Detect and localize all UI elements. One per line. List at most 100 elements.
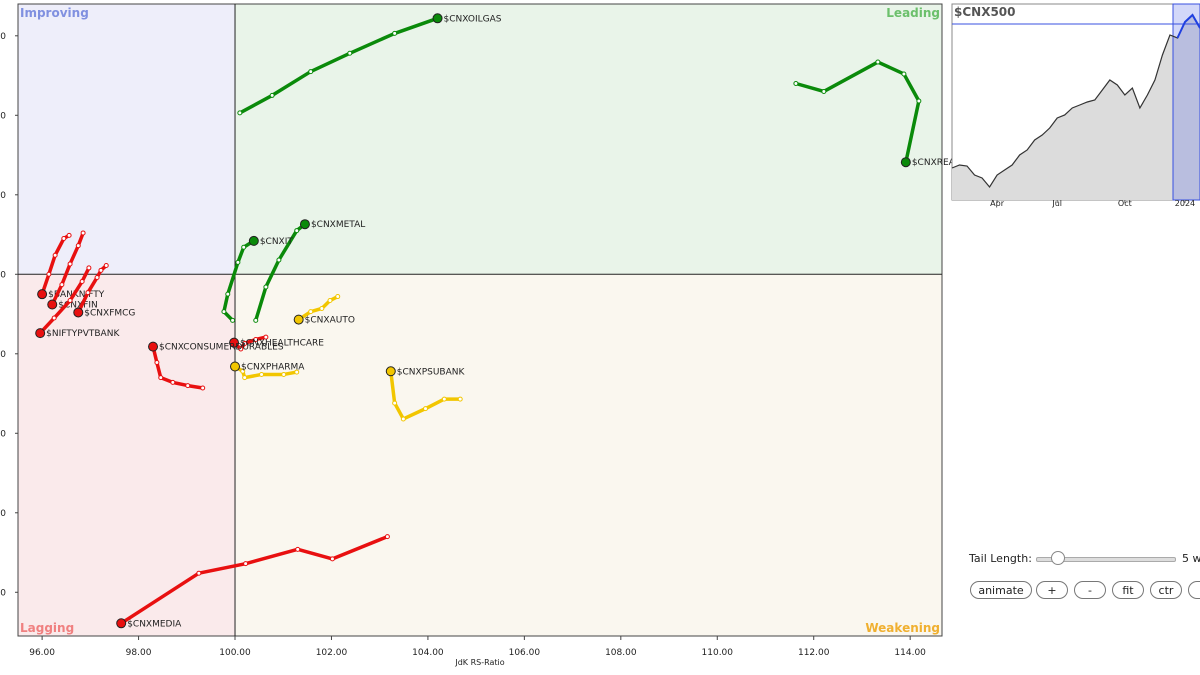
- tail-point: [52, 252, 58, 258]
- head-point: [230, 361, 241, 372]
- tail-point: [821, 88, 827, 94]
- tail-point: [901, 71, 907, 77]
- control-button[interactable]: -: [1074, 581, 1106, 599]
- tail-point: [86, 265, 92, 271]
- tail-point: [347, 50, 353, 56]
- tail-point: [46, 271, 52, 277]
- series-label: $CNXHEALTHCARE: [240, 339, 324, 349]
- mini-title: $CNX500: [954, 5, 1016, 19]
- slider-handle[interactable]: [1051, 551, 1065, 565]
- tail-line: [794, 60, 921, 164]
- series-label: $CNXREALTY: [912, 158, 970, 168]
- highlight-band: [1172, 3, 1200, 201]
- tail-point: [384, 534, 390, 540]
- tail-point: [263, 334, 269, 340]
- tail-point: [154, 360, 160, 366]
- series-label: $CNXOILGAS: [444, 14, 502, 24]
- tail-point: [66, 232, 72, 238]
- quadrant-label: Weakening: [865, 621, 940, 635]
- tail-point: [237, 110, 243, 116]
- tail-length-label: Tail Length:: [969, 552, 1032, 565]
- quadrant-label: Improving: [20, 6, 89, 20]
- head-point: [432, 13, 443, 24]
- series-label: $CNXAUTO: [305, 316, 355, 326]
- tail-point: [441, 396, 447, 402]
- control-button[interactable]: fit: [1112, 581, 1144, 599]
- series-label: $NIFTYPVTBANK: [46, 329, 120, 339]
- tail-point: [85, 290, 91, 296]
- series-label: $CNXCONSUMERDURABLES: [159, 343, 284, 353]
- y-tick-label: 100.00: [0, 270, 6, 280]
- head-point: [248, 235, 259, 246]
- tail-line: [119, 534, 390, 626]
- tail-point: [170, 379, 176, 385]
- tail-point: [185, 383, 191, 389]
- series-label: $CNXMETAL: [311, 220, 365, 230]
- head-point: [385, 366, 396, 377]
- x-tick-label: 106.00: [509, 648, 541, 658]
- tail-point: [243, 561, 249, 567]
- tail-point: [80, 230, 86, 236]
- control-button[interactable]: ctr: [1150, 581, 1182, 599]
- tail-point: [94, 274, 100, 280]
- series-label: $CNXFIN: [58, 300, 97, 310]
- x-axis-label: JdK RS-Ratio: [454, 658, 504, 667]
- tail-line: [238, 16, 440, 115]
- x-tick-label: 110.00: [702, 648, 734, 658]
- y-tick-label: 103.00: [0, 32, 6, 42]
- quadrant-weakening: [235, 274, 942, 636]
- tail-point: [230, 317, 236, 323]
- tail-point: [875, 59, 881, 65]
- y-tick-label: 99.00: [0, 350, 6, 360]
- tail-point: [327, 298, 333, 304]
- tail-point: [79, 278, 85, 284]
- head-point: [35, 328, 46, 339]
- tail-point: [916, 98, 922, 104]
- tail-point: [329, 556, 335, 562]
- control-button[interactable]: n: [1188, 581, 1200, 599]
- series-label: $CNXMEDIA: [127, 619, 182, 629]
- tail-point: [235, 259, 241, 265]
- mini-x-tick-label: 2024: [1175, 199, 1195, 208]
- tail-point: [98, 267, 104, 273]
- tail-point: [294, 228, 300, 234]
- y-tick-label: 98.00: [0, 429, 6, 439]
- mini-line: [951, 14, 1200, 188]
- tail-point: [59, 282, 65, 288]
- series-label: $CNXFMCG: [84, 308, 135, 318]
- head-point: [47, 299, 58, 310]
- tail-point: [242, 340, 248, 346]
- x-tick-label: 114.00: [894, 648, 926, 658]
- tail-point: [225, 291, 231, 297]
- head-point: [73, 307, 84, 318]
- control-button[interactable]: +: [1036, 581, 1068, 599]
- control-button[interactable]: animate: [970, 581, 1032, 599]
- quadrant-label: Leading: [886, 6, 940, 20]
- controls: Tail Length: 5 w animate+-fitctrn: [968, 548, 1200, 608]
- tail-point: [51, 315, 57, 321]
- tail-point: [253, 336, 259, 342]
- y-tick-label: 102.00: [0, 111, 6, 121]
- tail-point: [67, 261, 73, 267]
- x-tick-label: 108.00: [605, 648, 637, 658]
- tail-point: [295, 546, 301, 552]
- head-point: [116, 618, 127, 629]
- tail-point: [308, 309, 314, 315]
- tail-point: [335, 294, 341, 300]
- mini-x-tick-label: Apr: [990, 199, 1005, 208]
- quadrant-leading: [235, 4, 942, 275]
- tail-slider[interactable]: [1036, 557, 1176, 562]
- tail-point: [67, 298, 73, 304]
- x-tick-label: 102.00: [316, 648, 348, 658]
- tail-point: [269, 92, 275, 98]
- tail-point: [793, 80, 799, 86]
- tail-point: [457, 396, 463, 402]
- head-point: [900, 157, 911, 168]
- tail-point: [238, 346, 244, 352]
- y-tick-label: 96.00: [0, 588, 6, 598]
- tail-point: [400, 416, 406, 422]
- tail-point: [253, 317, 259, 323]
- series-label: $CNXPHARMA: [241, 363, 305, 373]
- x-tick-label: 98.00: [126, 648, 152, 658]
- quadrant-improving: [18, 4, 236, 275]
